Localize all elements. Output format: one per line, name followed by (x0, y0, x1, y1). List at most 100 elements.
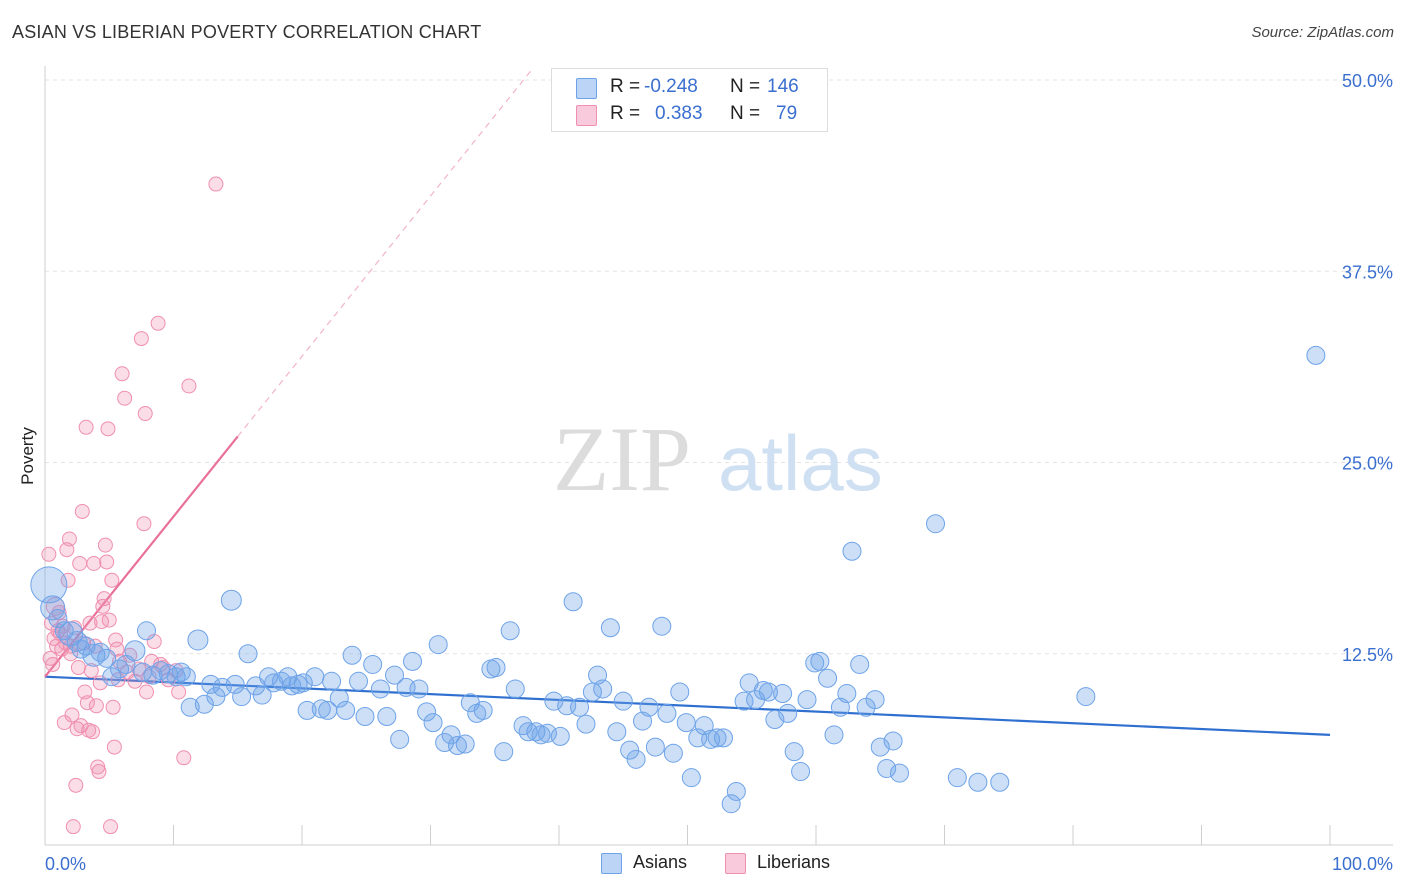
asians-point (206, 687, 226, 707)
liberians-point (51, 604, 67, 620)
asians-point (758, 682, 778, 702)
asians-point (40, 595, 66, 621)
liberians-legend-label: Liberians (757, 852, 831, 872)
asians-point (417, 702, 437, 722)
liberians-point (74, 503, 90, 519)
liberians-point (79, 695, 95, 711)
asians-point (947, 768, 967, 788)
asians-point (1076, 687, 1096, 707)
liberians-point (96, 591, 112, 607)
asians-point (531, 725, 551, 745)
asians-point (500, 621, 520, 641)
liberians-point (176, 750, 192, 766)
liberians-point (73, 718, 89, 734)
asians-point (363, 654, 383, 674)
liberians-point (104, 572, 120, 588)
liberians-point (41, 546, 57, 562)
asians-point (639, 697, 659, 717)
asians-point (428, 635, 448, 655)
asians-point (824, 725, 844, 745)
asians-point (721, 794, 741, 814)
asians-point (102, 667, 122, 687)
asians-point (232, 687, 252, 707)
axes (44, 66, 1393, 846)
asians-point (713, 728, 733, 748)
asians-point (385, 665, 405, 685)
liberians-point (137, 406, 153, 422)
liberians-point (82, 615, 98, 631)
asians-point (865, 690, 885, 710)
asians-point (201, 674, 221, 694)
liberians-point (171, 684, 187, 700)
asians-point (870, 737, 890, 757)
asians-point (225, 674, 245, 694)
asians-point (544, 691, 564, 711)
liberians-point (181, 378, 197, 394)
asians-point (707, 728, 727, 748)
asians-point (473, 700, 493, 720)
x-tick-labels: 0.0% 100.0% (45, 854, 1393, 874)
asians-point (293, 673, 313, 693)
asians-point (877, 759, 897, 778)
asians-point (765, 710, 785, 730)
asians-point (297, 700, 317, 720)
asians-point (409, 679, 429, 699)
asians-point (505, 679, 525, 699)
asians-point (220, 589, 242, 611)
liberians-point (92, 675, 108, 691)
y-tick-label-1: 25.0% (1342, 454, 1393, 474)
asians-point (620, 740, 640, 760)
asians-point (48, 609, 68, 629)
legend-n-value-asians: 146 (767, 76, 799, 97)
asians-legend-label: Asians (633, 852, 688, 872)
y-tick-label-2: 37.5% (1342, 262, 1393, 282)
asians-point (311, 699, 331, 719)
asians-point (486, 658, 506, 678)
asians-point (842, 541, 862, 561)
asians-point (676, 713, 696, 733)
liberians-point (136, 516, 152, 532)
asians-point (447, 736, 467, 756)
asians-point (390, 729, 410, 749)
liberians-point (101, 612, 117, 628)
legend-r-value-liberians: 0.383 (655, 103, 703, 124)
legend-n-value-liberians: 79 (776, 103, 798, 124)
x-tick-label-max: 100.0% (1332, 854, 1393, 874)
liberians-point (85, 724, 101, 740)
legend-r-label: R = (610, 103, 641, 124)
asians-point (187, 629, 209, 651)
asians-point (968, 772, 988, 792)
asians-point (600, 618, 620, 638)
asians-point (435, 732, 455, 752)
asians-point (30, 566, 68, 604)
asians-point (71, 639, 91, 659)
asians-point (494, 742, 514, 762)
liberians-point (72, 555, 88, 571)
y-axis-label: Poverty (18, 427, 37, 485)
asians-point (176, 667, 196, 687)
watermark-zip: ZIP (553, 408, 691, 510)
asians-point (252, 685, 272, 705)
asians-point (194, 694, 214, 714)
asians-point (180, 697, 200, 717)
asians-point (455, 734, 475, 754)
legend-n-label: N = (730, 76, 761, 97)
liberians-point (105, 699, 121, 715)
asians-point (370, 679, 390, 699)
asians-point (97, 648, 117, 668)
asians-point (377, 706, 397, 726)
asians-point (726, 781, 746, 801)
asians-point (238, 644, 258, 664)
liberians-point (61, 531, 77, 547)
asians-point (329, 688, 349, 708)
liberians-point (95, 598, 111, 614)
asians-point (626, 749, 646, 769)
liberians-point (150, 315, 166, 331)
asians-point (773, 684, 793, 704)
asians-point (76, 636, 96, 656)
liberians-point (88, 698, 104, 714)
asians-point (282, 676, 302, 696)
asians-legend-swatch (601, 853, 622, 874)
asians-point (355, 706, 375, 726)
